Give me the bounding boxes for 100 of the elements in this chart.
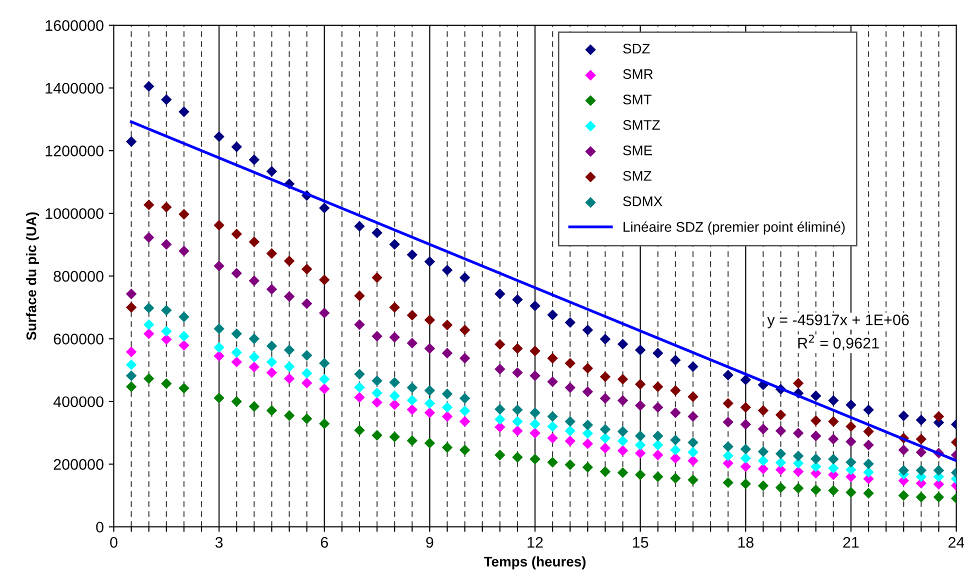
point: [582, 438, 594, 450]
point: [406, 249, 418, 260]
point: [582, 362, 594, 374]
point: [354, 424, 365, 436]
point: [354, 290, 365, 302]
point: [494, 414, 506, 425]
point: [828, 434, 839, 444]
point: [143, 232, 154, 243]
point: [512, 343, 523, 354]
point: [372, 330, 382, 342]
point: [143, 302, 154, 314]
point: [810, 430, 822, 442]
point: [722, 450, 734, 462]
point: [178, 106, 190, 118]
point: [530, 300, 540, 312]
point: [161, 239, 172, 250]
point: [670, 452, 681, 464]
point: [389, 399, 400, 410]
point: [688, 391, 698, 402]
point: [126, 381, 137, 392]
point: [846, 436, 856, 447]
point: [758, 405, 769, 416]
point: [740, 402, 752, 413]
point: [634, 469, 646, 480]
point: [530, 346, 540, 356]
point: [372, 430, 382, 441]
y-axis-title: Surface du pic (UA): [26, 212, 40, 340]
point: [846, 421, 856, 432]
point: [652, 348, 664, 359]
annotation: R$^{2}$ = 0,9621: [798, 334, 879, 350]
point: [161, 94, 172, 105]
point: [652, 450, 664, 460]
x-tick-label: 18: [738, 536, 754, 548]
point: [600, 371, 611, 382]
point: [143, 328, 154, 340]
point: [688, 474, 698, 486]
legend-label: SMR: [623, 69, 653, 79]
point: [248, 275, 260, 286]
x-tick-label: 6: [320, 536, 328, 548]
point: [512, 404, 523, 416]
point: [547, 456, 558, 468]
point: [248, 352, 260, 362]
point: [214, 323, 224, 334]
point: [722, 477, 734, 488]
point: [810, 461, 822, 472]
point: [231, 347, 242, 358]
point: [248, 362, 260, 372]
point: [582, 420, 594, 430]
point: [792, 482, 804, 494]
point: [634, 344, 646, 356]
point: [846, 400, 856, 410]
point: [634, 440, 646, 450]
point: [143, 319, 154, 330]
point: [372, 272, 382, 284]
point: [442, 388, 453, 400]
x-tick-label: 3: [215, 536, 223, 548]
point: [828, 462, 839, 474]
point: [231, 328, 242, 340]
point: [442, 348, 453, 359]
point: [248, 154, 260, 166]
x-tick-label: 9: [426, 536, 434, 548]
point: [161, 304, 172, 316]
point: [494, 288, 506, 300]
point: [424, 256, 436, 268]
point: [863, 488, 874, 499]
point: [810, 415, 822, 426]
point: [319, 358, 330, 369]
point: [600, 442, 611, 454]
point: [547, 376, 558, 388]
point: [688, 437, 698, 448]
point: [231, 142, 242, 152]
point: [688, 361, 698, 372]
point: [494, 450, 506, 460]
point: [459, 324, 470, 336]
point: [231, 228, 242, 240]
point: [863, 440, 874, 450]
point: [775, 457, 786, 468]
point: [758, 463, 769, 474]
legend-label: SDMX: [623, 196, 662, 206]
point: [564, 416, 576, 427]
point: [898, 490, 910, 501]
legend-label: SMTZ: [623, 120, 660, 130]
point: [722, 416, 734, 428]
point: [354, 368, 365, 380]
point: [600, 466, 611, 478]
legend-label: SMT: [623, 94, 652, 104]
point: [916, 446, 927, 458]
point: [582, 324, 594, 336]
point: [582, 386, 594, 398]
point: [126, 136, 137, 147]
point: [933, 411, 944, 422]
point: [758, 424, 769, 434]
point: [530, 428, 540, 438]
point: [634, 430, 646, 442]
point: [530, 370, 540, 382]
point: [670, 354, 681, 366]
point: [600, 424, 611, 435]
legend-label: Linéaire SDZ (premier point éliminé): [624, 221, 845, 235]
point: [248, 333, 260, 344]
point: [634, 400, 646, 411]
